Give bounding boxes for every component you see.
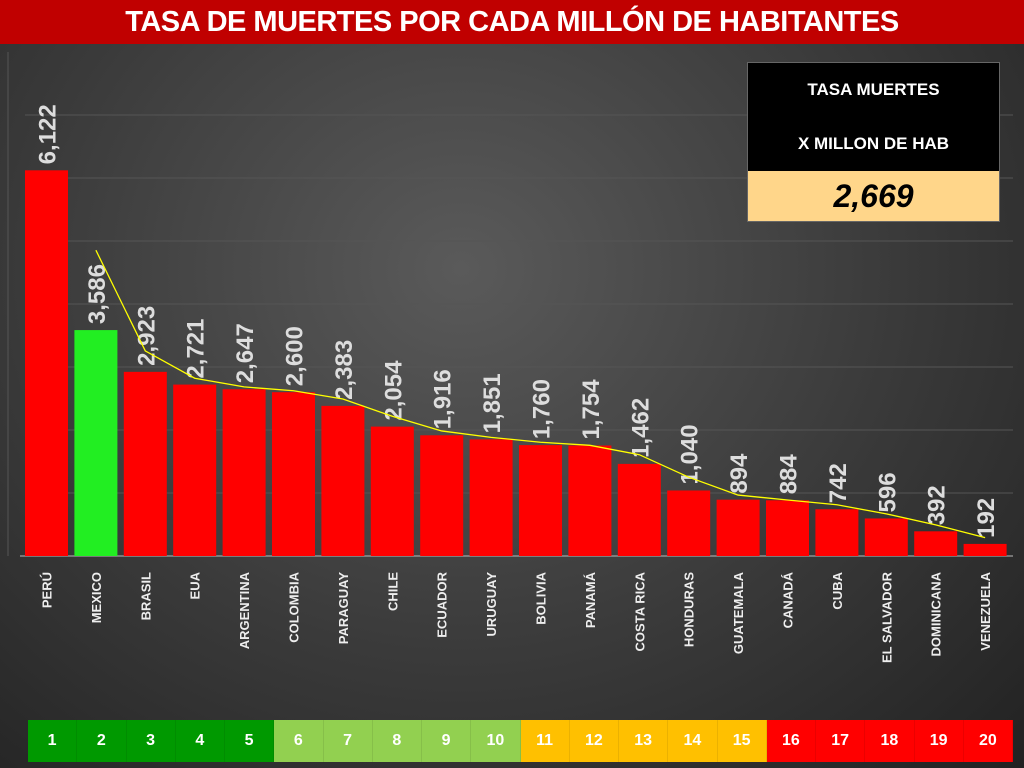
rank-cell: 18 — [865, 720, 915, 762]
data-label: 2,647 — [232, 323, 259, 383]
bar-canadá — [766, 500, 809, 556]
rank-cell: 10 — [471, 720, 521, 762]
data-label: 192 — [973, 498, 1000, 538]
data-label: 1,754 — [578, 379, 605, 440]
category-label: URUGUAY — [484, 572, 499, 637]
rank-cell: 5 — [225, 720, 275, 762]
category-label: PERÚ — [40, 572, 55, 608]
bar-panamá — [568, 445, 612, 556]
bar-paraguay — [321, 405, 365, 556]
kpi-box: TASA MUERTES X MILLON DE HAB 2,669 — [747, 62, 1000, 222]
rank-cell: 3 — [126, 720, 176, 762]
data-label: 742 — [825, 463, 852, 503]
chart-title: TASA DE MUERTES POR CADA MILLÓN DE HABIT… — [0, 0, 1024, 44]
bar-honduras — [667, 490, 711, 556]
bar-uruguay — [469, 439, 513, 556]
rank-cell: 14 — [668, 720, 718, 762]
category-label: PANAMÁ — [583, 571, 598, 628]
data-label: 1,040 — [677, 424, 704, 484]
rank-cell: 8 — [372, 720, 422, 762]
bar-chile — [370, 426, 414, 556]
rank-color-scale: 1 2 3 4 5 6 7 8 9 10 11 12 13 14 15 16 17 18 19 20 — [28, 720, 1013, 762]
data-label: 1,760 — [529, 379, 556, 439]
category-label: ECUADOR — [435, 571, 450, 637]
bar-colombia — [272, 392, 315, 556]
rank-cell: 6 — [274, 720, 324, 762]
bar-venezuela — [963, 543, 1007, 556]
category-label: DOMINICANA — [929, 571, 944, 656]
rank-cell: 2 — [77, 720, 127, 762]
rank-cell: 7 — [323, 720, 373, 762]
data-label: 2,600 — [282, 326, 309, 386]
category-label: COLOMBIA — [287, 571, 302, 642]
bar-argentina — [222, 389, 266, 556]
category-label: EL SALVADOR — [879, 571, 894, 663]
data-label: 2,721 — [183, 319, 210, 379]
category-label: COSTA RICA — [632, 571, 647, 651]
rank-cell: 16 — [766, 720, 816, 762]
data-label: 884 — [776, 454, 803, 495]
category-label: GUATEMALA — [731, 571, 746, 654]
category-label: ARGENTINA — [237, 571, 252, 649]
data-label: 1,916 — [430, 369, 457, 429]
trendline — [95, 249, 986, 539]
rank-cell: 12 — [569, 720, 619, 762]
bar-el-salvador — [864, 518, 908, 556]
data-label: 2,054 — [380, 360, 407, 421]
bar-perú — [25, 170, 68, 556]
kpi-label-line2: X MILLON DE HAB — [797, 134, 950, 153]
bar-costa-rica — [617, 463, 661, 556]
category-label: VENEZUELA — [978, 571, 993, 650]
data-label: 1,851 — [479, 373, 506, 433]
category-label: HONDURAS — [682, 572, 697, 647]
category-label: CANADÁ — [781, 571, 796, 628]
category-label: BOLIVIA — [534, 571, 549, 624]
bar-cuba — [815, 509, 859, 556]
rank-cell: 9 — [422, 720, 472, 762]
data-label: 596 — [874, 472, 901, 512]
category-label: CHILE — [385, 572, 400, 611]
data-label: 894 — [726, 453, 753, 494]
bar-dominicana — [914, 531, 958, 556]
data-label: 1,462 — [627, 398, 654, 458]
bar-mexico — [74, 330, 118, 556]
bar-brasil — [123, 371, 167, 556]
data-label: 6,122 — [35, 104, 62, 164]
rank-cell: 19 — [914, 720, 964, 762]
category-label: PARAGUAY — [336, 572, 351, 645]
kpi-label-line1: TASA MUERTES — [807, 80, 940, 99]
rank-cell: 11 — [520, 720, 570, 762]
rank-cell: 15 — [717, 720, 767, 762]
bar-ecuador — [420, 435, 464, 556]
rank-cell: 20 — [963, 720, 1013, 762]
rank-cell: 17 — [816, 720, 866, 762]
bar-eua — [173, 384, 217, 556]
category-label: CUBA — [830, 571, 845, 609]
data-label: 392 — [924, 485, 951, 525]
bar-guatemala — [716, 499, 760, 556]
bar-bolivia — [519, 445, 562, 556]
data-label: 2,383 — [331, 340, 358, 400]
rank-cell: 1 — [28, 720, 78, 762]
data-label: 3,586 — [84, 264, 111, 324]
category-label: EUA — [188, 571, 203, 599]
rank-cell: 4 — [175, 720, 225, 762]
rank-cell: 13 — [619, 720, 669, 762]
kpi-value: 2,669 — [748, 171, 999, 221]
category-label: MEXICO — [89, 572, 104, 623]
category-label: BRASIL — [138, 572, 153, 620]
